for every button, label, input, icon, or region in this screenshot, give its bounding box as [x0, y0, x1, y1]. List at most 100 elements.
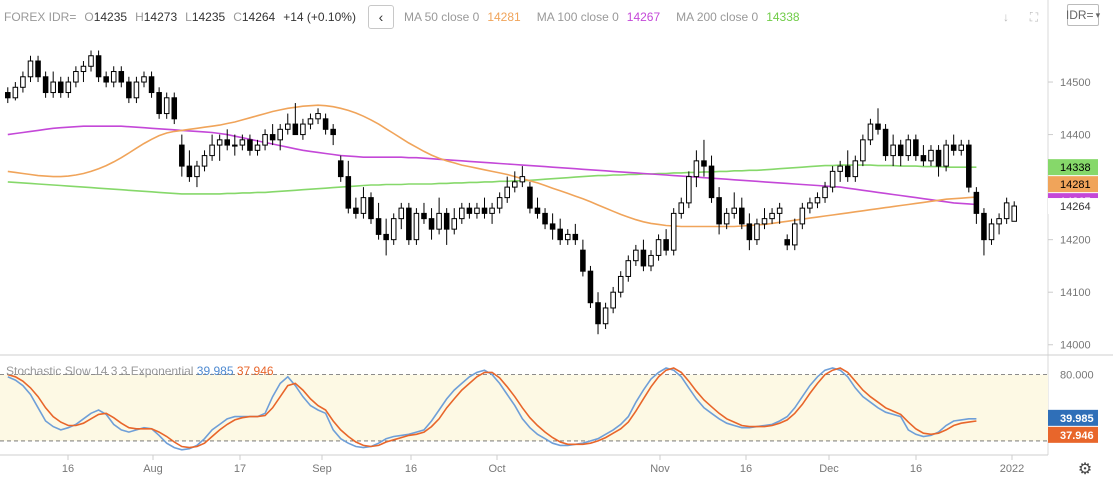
candle[interactable]	[133, 76, 140, 104]
candle[interactable]	[602, 302, 609, 329]
candle[interactable]	[80, 61, 87, 83]
candle[interactable]	[701, 139, 707, 177]
candle[interactable]	[110, 66, 117, 88]
candle[interactable]	[852, 155, 859, 182]
candle[interactable]	[988, 218, 995, 245]
candle[interactable]	[406, 202, 412, 245]
candle[interactable]	[103, 71, 109, 88]
candle[interactable]	[459, 202, 465, 224]
candle[interactable]	[625, 255, 632, 282]
candle[interactable]	[35, 55, 41, 83]
stochastic-k-line[interactable]	[7, 367, 977, 451]
candle[interactable]	[519, 166, 526, 188]
candle[interactable]	[73, 66, 79, 88]
download-icon[interactable]: ↓	[1003, 10, 1009, 24]
candle[interactable]	[481, 197, 488, 219]
candle[interactable]	[527, 181, 533, 214]
candle[interactable]	[1011, 201, 1017, 222]
candle[interactable]	[247, 134, 253, 156]
candle[interactable]	[580, 239, 586, 277]
candle[interactable]	[769, 208, 775, 224]
candle[interactable]	[42, 71, 49, 98]
candle[interactable]	[549, 213, 556, 240]
candle[interactable]	[716, 187, 722, 235]
candle[interactable]	[512, 171, 518, 193]
candle[interactable]	[224, 129, 231, 151]
candle[interactable]	[368, 192, 374, 224]
candle[interactable]	[57, 76, 64, 98]
candle[interactable]	[20, 71, 26, 93]
candle[interactable]	[375, 202, 382, 240]
candle[interactable]	[822, 181, 828, 203]
ma200-line[interactable]	[7, 164, 977, 195]
candle[interactable]	[466, 202, 473, 219]
candle[interactable]	[807, 197, 813, 214]
symbol-scale-button[interactable]: IDR= ▾	[1066, 4, 1100, 26]
collapse-legend-button[interactable]: ‹	[367, 5, 394, 29]
candle[interactable]	[95, 50, 102, 83]
price-axis[interactable]: 1450014400143001420014100140001433814281…	[1048, 77, 1098, 443]
candle[interactable]	[867, 118, 874, 146]
candle[interactable]	[564, 229, 571, 245]
candle[interactable]	[996, 213, 1002, 235]
candle[interactable]	[920, 145, 927, 167]
candle[interactable]	[648, 250, 654, 272]
candle[interactable]	[663, 229, 669, 256]
candle[interactable]	[201, 150, 208, 172]
candle[interactable]	[534, 197, 541, 219]
candle[interactable]	[791, 218, 798, 251]
candle[interactable]	[88, 50, 94, 72]
candle[interactable]	[897, 139, 904, 167]
candle[interactable]	[935, 145, 942, 177]
candle[interactable]	[739, 197, 745, 230]
candle[interactable]	[262, 129, 268, 151]
candle[interactable]	[5, 87, 11, 104]
candle[interactable]	[216, 134, 223, 161]
candle[interactable]	[829, 166, 836, 193]
candle[interactable]	[307, 113, 314, 130]
candle[interactable]	[496, 192, 503, 214]
candle[interactable]	[950, 134, 957, 156]
candle[interactable]	[686, 171, 692, 209]
candle[interactable]	[284, 113, 291, 135]
candle[interactable]	[428, 208, 435, 240]
candle[interactable]	[330, 124, 336, 146]
ma100-line[interactable]	[7, 125, 977, 206]
candle[interactable]	[973, 187, 980, 224]
candle[interactable]	[277, 124, 283, 151]
price-pane[interactable]	[5, 50, 1017, 335]
candle[interactable]	[12, 82, 19, 101]
candle[interactable]	[655, 234, 662, 261]
candle[interactable]	[595, 292, 601, 335]
candle[interactable]	[913, 134, 919, 161]
candle[interactable]	[254, 139, 261, 156]
candle[interactable]	[232, 134, 238, 156]
fullscreen-icon[interactable]: ⛶	[1029, 9, 1039, 24]
candle[interactable]	[617, 271, 624, 298]
candle[interactable]	[572, 223, 579, 245]
candle[interactable]	[587, 265, 594, 308]
candle[interactable]	[875, 108, 881, 135]
candle[interactable]	[966, 139, 972, 193]
candle[interactable]	[943, 139, 949, 172]
candle[interactable]	[141, 71, 147, 88]
candle[interactable]	[194, 160, 200, 188]
candle[interactable]	[345, 160, 352, 214]
candle[interactable]	[928, 145, 934, 167]
candle[interactable]	[179, 134, 185, 177]
candle[interactable]	[315, 108, 321, 125]
candle[interactable]	[337, 155, 344, 182]
candle[interactable]	[474, 202, 480, 219]
candle[interactable]	[784, 234, 790, 251]
candle[interactable]	[723, 208, 730, 230]
candle[interactable]	[693, 150, 700, 188]
candle[interactable]	[731, 192, 738, 219]
candle[interactable]	[678, 197, 685, 219]
candle[interactable]	[383, 218, 389, 256]
candle[interactable]	[269, 124, 276, 146]
time-axis[interactable]: 16 Aug 17 Sep 16 Oct Nov 16 Dec 16 2022	[62, 455, 1024, 475]
candle[interactable]	[390, 213, 397, 245]
candle[interactable]	[50, 71, 56, 98]
candle[interactable]	[890, 134, 896, 167]
